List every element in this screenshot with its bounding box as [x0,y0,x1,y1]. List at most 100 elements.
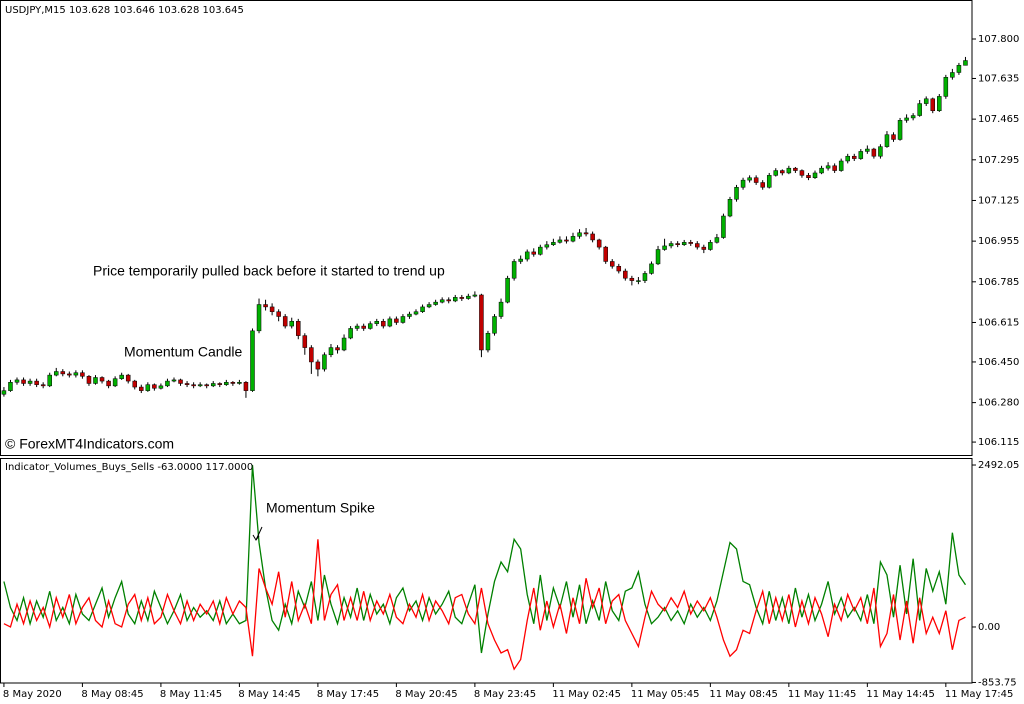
x-tick-label: 8 May 17:45 [317,689,379,700]
candle-body [21,379,26,384]
candle-body [269,306,275,312]
candle-body [616,266,622,272]
candle-body [780,170,785,174]
x-tick-label: 8 May 08:45 [81,689,143,700]
annotation: Momentum Spike [266,500,375,516]
candle-body [806,175,811,178]
candle-body [714,237,720,243]
candle-body [623,270,628,279]
candle-body [832,165,837,171]
y-tick-label: 106.280 [978,398,1019,409]
x-tick-label: 11 May 14:45 [866,689,935,700]
candle-body [897,120,903,140]
candle-body [492,316,497,334]
candle-body [184,383,190,385]
candle-body [217,383,223,385]
candle-body [786,167,792,174]
candle-body [413,311,419,315]
candle-body [394,318,399,323]
candle-body [34,380,39,385]
candle-body [171,379,177,382]
candle-body [629,277,635,281]
candle-body [544,244,550,248]
candle-body [426,304,432,308]
candle-body [119,374,124,379]
watermark: © ForexMT4Indicators.com [5,436,174,452]
candle-body [721,215,726,238]
candle-body [675,243,680,245]
y-tick-label: 2492.05 [978,460,1019,471]
candle-body [838,160,844,171]
candle-body [407,313,412,317]
candle-body [315,361,321,370]
candle-body [40,384,46,387]
y-tick-label: -853.75 [978,677,1017,688]
candle-body [328,347,334,356]
y-tick-label: 107.295 [978,155,1019,166]
candle-body [923,98,929,104]
candle-body [73,372,79,376]
candle-body [734,187,739,200]
candle-body [701,246,707,250]
candle-body [740,179,746,188]
candle-body [302,335,308,348]
x-tick-label: 11 May 17:45 [945,689,1014,700]
candle-body [498,301,504,317]
annotation-arrowhead [252,534,260,541]
candle-body [904,117,909,121]
candle-body [354,325,360,329]
candle-body [583,232,589,235]
candle-body [766,175,772,188]
candle-body [518,258,523,262]
candle-body [132,380,137,388]
candle-body [479,294,484,351]
candle-body [54,371,59,376]
candle-body [47,374,52,387]
candle-body [688,242,693,244]
indicator-panel-frame [0,458,973,684]
candle-body [453,297,458,302]
candle-body [250,330,255,391]
candle-body [459,297,465,299]
candle-body [551,242,556,245]
candle-body [93,377,98,384]
candle-body [937,96,942,112]
candle-body [511,261,517,279]
y-tick-label: 106.785 [978,277,1019,288]
y-tick-label: 106.115 [978,437,1019,448]
candle-body [930,98,936,112]
x-tick-label: 11 May 02:45 [552,689,621,700]
candle-body [322,354,327,370]
candle-body [466,295,471,299]
candle-body [289,321,294,327]
candle-body [145,384,151,391]
candle-body [943,77,949,97]
candle-body [636,280,641,282]
main-panel-frame [0,0,973,456]
annotation: Price temporarily pulled back before it … [93,263,445,279]
candle-body [570,236,576,242]
candle-body [309,347,314,363]
candle-body [106,380,111,387]
annotation: Momentum Candle [124,344,242,360]
candle-body [282,316,288,327]
candle-body [891,134,896,140]
candle-body [256,304,262,332]
y-tick-label: 106.955 [978,236,1019,247]
annotation-arrow [255,526,263,541]
candle-body [747,177,752,181]
indicator-line [3,464,966,654]
candle-body [367,323,373,329]
candle-body [152,384,157,389]
candle-body [852,155,857,159]
candle-body [243,382,249,391]
candle-body [963,60,968,66]
candle-body [1,390,7,395]
candle-body [237,382,242,384]
candle-body [191,384,196,387]
candle-body [381,321,386,327]
candle-body [596,239,602,248]
candle-body [884,134,890,147]
